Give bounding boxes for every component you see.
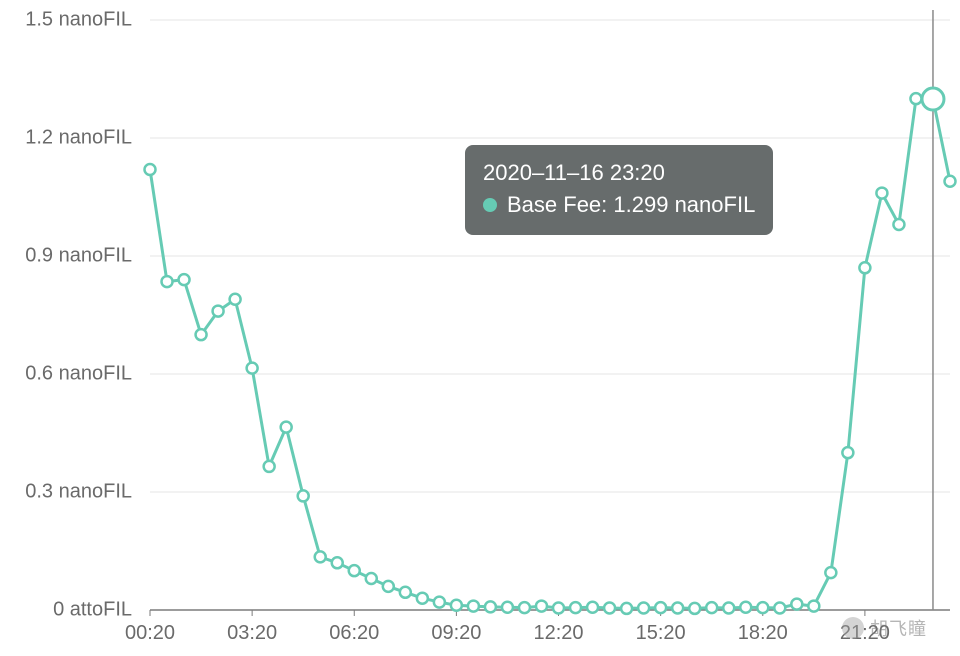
x-tick-label: 06:20 — [329, 622, 379, 645]
chart-container: 0 attoFIL0.3 nanoFIL0.6 nanoFIL0.9 nanoF… — [0, 0, 960, 656]
x-tick-label: 12:20 — [533, 622, 583, 645]
x-tick-label: 15:20 — [636, 622, 686, 645]
x-axis-labels: 00:2003:2006:2009:2012:2015:2018:2021:20 — [0, 616, 960, 656]
watermark-icon — [842, 617, 864, 639]
y-tick-label: 0.9 nanoFIL — [25, 245, 132, 268]
x-tick-label: 09:20 — [431, 622, 481, 645]
x-tick-label: 03:20 — [227, 622, 277, 645]
watermark: 胡飞瞳 — [842, 615, 927, 641]
line-chart — [0, 0, 960, 656]
y-tick-label: 1.2 nanoFIL — [25, 127, 132, 150]
y-axis-labels: 0 attoFIL0.3 nanoFIL0.6 nanoFIL0.9 nanoF… — [0, 0, 140, 656]
y-tick-label: 0.3 nanoFIL — [25, 481, 132, 504]
x-tick-label: 18:20 — [738, 622, 788, 645]
y-tick-label: 0.6 nanoFIL — [25, 363, 132, 386]
x-tick-label: 00:20 — [125, 622, 175, 645]
y-tick-label: 1.5 nanoFIL — [25, 9, 132, 32]
watermark-text: 胡飞瞳 — [870, 615, 927, 641]
